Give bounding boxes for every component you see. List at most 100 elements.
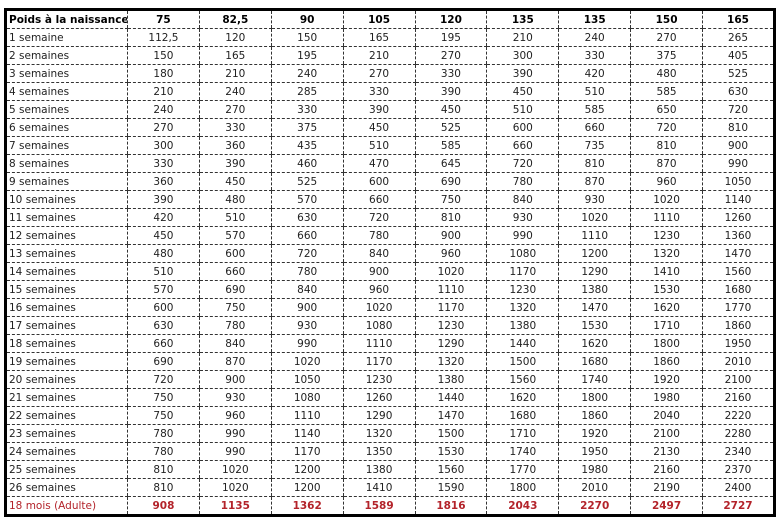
table-cell: 1530: [558, 316, 631, 335]
table-cell: 720: [127, 370, 200, 389]
table-cell: 840: [342, 244, 415, 263]
table-cell: 840: [270, 280, 344, 299]
table-cell: 240: [270, 64, 344, 83]
row-label: 21 semaines: [5, 388, 128, 407]
table-cell: 1020: [558, 208, 631, 227]
table-cell: 1770: [702, 298, 775, 317]
table-cell: 375: [270, 118, 344, 137]
table-cell: 510: [127, 262, 200, 281]
table-cell: 240: [198, 82, 272, 101]
table-cell: 780: [486, 172, 559, 191]
adult-cell: 1589: [342, 496, 415, 516]
table-cell: 1710: [630, 316, 703, 335]
table-cell: 660: [127, 334, 200, 353]
table-cell: 900: [414, 226, 487, 245]
table-cell: 1560: [414, 460, 487, 479]
table-cell: 480: [630, 64, 703, 83]
table-cell: 1380: [486, 316, 559, 335]
table-row: 18 semaines 660 840 990 1110 1290 1440 1620 1800…: [5, 334, 775, 353]
table-cell: 1020: [342, 298, 415, 317]
table-row: 16 semaines 600 750 900 1020 1170 1320 1470 1620…: [5, 298, 775, 317]
row-label: 9 semaines: [5, 172, 128, 191]
table-row: 1 semaine 112,5 120 150 165 195 210 240 270 265: [5, 28, 775, 47]
table-cell: 960: [414, 244, 487, 263]
table-row: 25 semaines 810 1020 1200 1380 1560 1770 1980 21…: [5, 460, 775, 479]
table-cell: 1470: [414, 406, 487, 425]
table-cell: 660: [342, 190, 415, 209]
table-cell: 1110: [630, 208, 703, 227]
table-cell: 240: [127, 100, 200, 119]
table-cell: 480: [127, 244, 200, 263]
table-cell: 780: [198, 316, 272, 335]
table-cell: 1230: [342, 370, 415, 389]
table-cell: 1620: [486, 388, 559, 407]
table-cell: 390: [342, 100, 415, 119]
table-cell: 990: [270, 334, 344, 353]
table-cell: 2340: [702, 442, 775, 461]
table-cell: 1110: [270, 406, 344, 425]
table-cell: 450: [342, 118, 415, 137]
table-cell: 270: [630, 28, 703, 47]
row-label: 5 semaines: [5, 100, 128, 119]
table-row: 15 semaines 570 690 840 960 1110 1230 1380 1530 1…: [5, 280, 775, 299]
table-cell: 570: [270, 190, 344, 209]
table-cell: 150: [270, 28, 344, 47]
table-cell: 900: [342, 262, 415, 281]
row-label: 11 semaines: [5, 208, 128, 227]
table-cell: 525: [414, 118, 487, 137]
weight-table: Poids à la naissance 75 82,5 90 105 120 135 135…: [4, 8, 776, 517]
table-cell: 1860: [558, 406, 631, 425]
table-cell: 810: [558, 154, 631, 173]
table-cell: 1620: [630, 298, 703, 317]
table-row: 7 semaines 300 360 435 510 585 660 735 810 900: [5, 136, 775, 155]
table-cell: 195: [270, 46, 344, 65]
table-cell: 900: [702, 136, 775, 155]
table-cell: 870: [558, 172, 631, 191]
table-cell: 1020: [270, 352, 344, 371]
table-row: 26 semaines 810 1020 1200 1410 1590 1800 2010 21…: [5, 478, 775, 497]
table-cell: 1950: [702, 334, 775, 353]
table-row: 21 semaines 750 930 1080 1260 1440 1620 1800 198…: [5, 388, 775, 407]
table-cell: 390: [198, 154, 272, 173]
table-cell: 510: [486, 100, 559, 119]
row-label: 4 semaines: [5, 82, 128, 101]
table-cell: 405: [702, 46, 775, 65]
table-row: 23 semaines 780 990 1140 1320 1500 1710 1920 210…: [5, 424, 775, 443]
table-cell: 1800: [630, 334, 703, 353]
table-cell: 840: [198, 334, 272, 353]
table-cell: 900: [198, 370, 272, 389]
table-cell: 690: [414, 172, 487, 191]
row-label: 7 semaines: [5, 136, 128, 155]
table-cell: 1410: [630, 262, 703, 281]
table-cell: 600: [127, 298, 200, 317]
table-cell: 165: [342, 28, 415, 47]
table-cell: 2400: [702, 478, 775, 497]
table-cell: 570: [198, 226, 272, 245]
row-label: 6 semaines: [5, 118, 128, 137]
table-cell: 330: [270, 100, 344, 119]
table-cell: 2220: [702, 406, 775, 425]
row-label: 13 semaines: [5, 244, 128, 263]
adult-row-label: 18 mois (Adulte): [9, 499, 97, 512]
table-cell: 1170: [270, 442, 344, 461]
table-cell: 270: [342, 64, 415, 83]
table-cell: 510: [558, 82, 631, 101]
table-cell: 1680: [486, 406, 559, 425]
table-cell: 960: [198, 406, 272, 425]
table-cell: 1020: [414, 262, 487, 281]
adult-cell: 2497: [630, 496, 703, 516]
table-cell: 990: [198, 424, 272, 443]
adult-cell: 2727: [702, 496, 775, 516]
table-cell: 2010: [702, 352, 775, 371]
table-cell: 960: [630, 172, 703, 191]
table-cell: 525: [270, 172, 344, 191]
table-cell: 720: [486, 154, 559, 173]
table-cell: 735: [558, 136, 631, 155]
table-cell: 2160: [630, 460, 703, 479]
table-cell: 1950: [558, 442, 631, 461]
header-birth-weight: 120: [414, 9, 487, 29]
table-cell: 1680: [558, 352, 631, 371]
table-cell: 1860: [702, 316, 775, 335]
table-cell: 960: [342, 280, 415, 299]
table-cell: 1410: [342, 478, 415, 497]
